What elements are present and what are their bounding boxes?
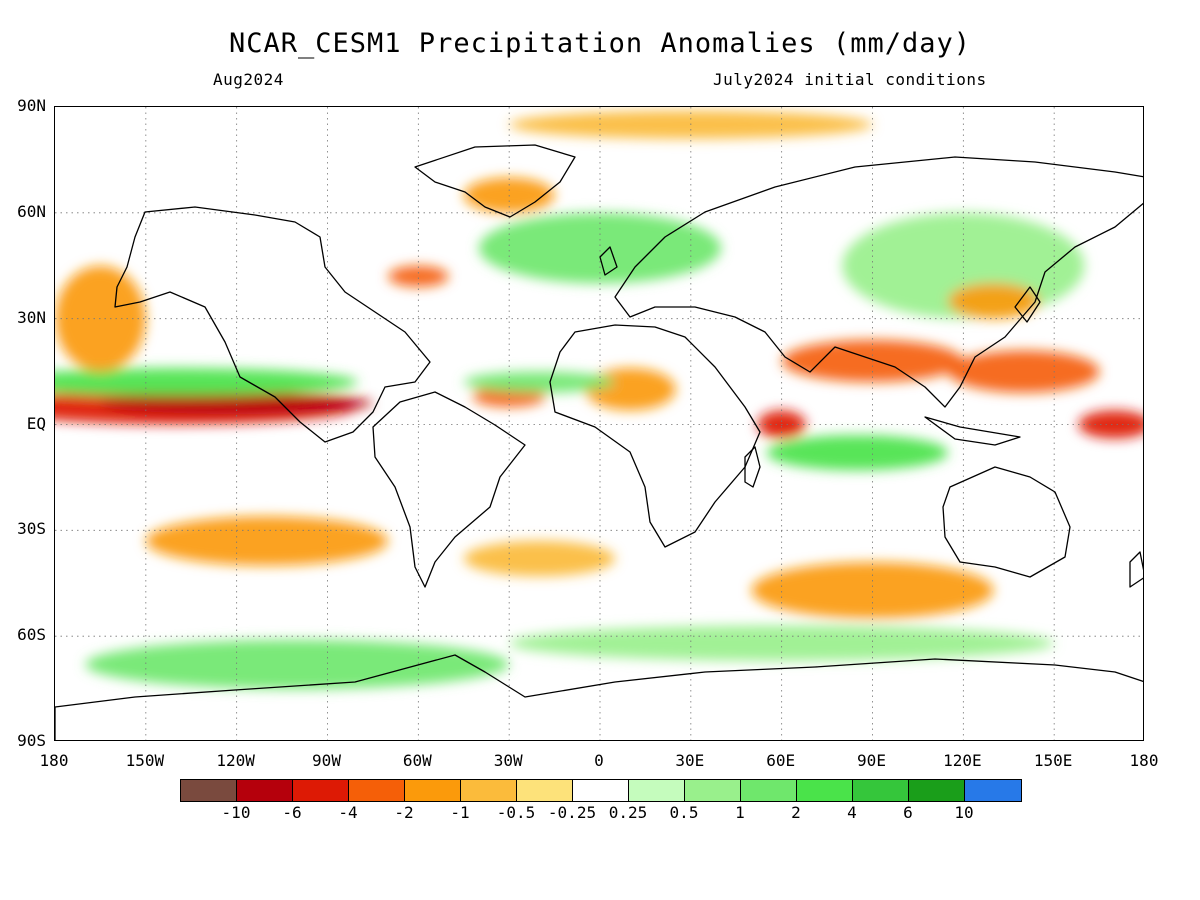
- anomaly-region: [751, 562, 994, 619]
- coastline-north-america: [114, 206, 431, 443]
- coastline-british-isles: [599, 246, 618, 276]
- colorbar-tick-label: 10: [954, 803, 974, 822]
- colorbar-swatch: [629, 780, 685, 801]
- longitude-label: 90W: [312, 751, 341, 770]
- longitude-label: 120E: [943, 751, 982, 770]
- colorbar-tick-label: 1: [735, 803, 745, 822]
- colorbar-swatch: [181, 780, 237, 801]
- anomaly-region: [1078, 410, 1143, 439]
- anomaly-region: [509, 625, 1055, 661]
- coastline-greenland: [414, 144, 576, 218]
- colorbar-swatch: [461, 780, 517, 801]
- longitude-label: 150E: [1033, 751, 1073, 770]
- colorbar-tick-label: -1: [450, 803, 470, 822]
- latitude-label: 30S: [17, 519, 46, 539]
- coastline-japan: [1014, 286, 1041, 323]
- colorbar-swatch: [797, 780, 853, 801]
- latitude-label: 90N: [17, 96, 46, 115]
- longitude-label: 60E: [766, 751, 796, 770]
- colorbar-swatch: [349, 780, 405, 801]
- colorbar-swatch: [741, 780, 797, 801]
- colorbar-tick-label: 4: [847, 803, 857, 822]
- anomaly-region: [55, 368, 358, 397]
- colorbar-swatch: [237, 780, 293, 801]
- colorbar: [180, 779, 1022, 802]
- colorbar-tick-label: -6: [282, 803, 302, 822]
- anomaly-region: [948, 350, 1100, 393]
- anomaly-region: [85, 639, 510, 690]
- coastline-indonesia: [924, 416, 1021, 446]
- page-title: NCAR_CESM1 Precipitation Anomalies (mm/d…: [229, 28, 971, 59]
- colorbar-tick-label: 0.25: [608, 803, 648, 822]
- colorbar-swatch: [685, 780, 741, 801]
- longitude-label: 180: [39, 751, 69, 770]
- anomaly-region: [766, 435, 949, 471]
- anomaly-region: [584, 368, 676, 411]
- anomaly-region: [478, 212, 722, 284]
- longitude-label: 60W: [402, 751, 432, 770]
- latitude-label: 60N: [17, 201, 46, 221]
- anomaly-region: [100, 392, 373, 414]
- longitude-label: 30E: [675, 751, 705, 770]
- colorbar-swatch: [293, 780, 349, 801]
- anomaly-region: [948, 283, 1040, 319]
- colorbar-swatch: [405, 780, 461, 801]
- coastline-madagascar: [744, 446, 761, 488]
- longitude-label: 90E: [857, 751, 886, 770]
- colorbar-tick-label: -10: [221, 803, 251, 822]
- colorbar-tick-label: -4: [338, 803, 358, 822]
- colorbar-tick-label: -0.5: [496, 803, 536, 822]
- longitude-label: 150W: [125, 751, 165, 770]
- longitude-label: 120W: [216, 751, 255, 770]
- coastline-new-zealand: [1129, 551, 1143, 588]
- colorbar-tick-label: -2: [394, 803, 414, 822]
- anomaly-fields: [55, 110, 1143, 690]
- colorbar-swatch: [517, 780, 573, 801]
- colorbar-swatch: [853, 780, 909, 801]
- colorbar-swatch: [573, 780, 629, 801]
- coastline-australia: [942, 466, 1071, 578]
- map-frame[interactable]: [54, 106, 1144, 741]
- precipitation-anomaly-map: [55, 107, 1143, 740]
- latitude-label: EQ: [26, 413, 46, 433]
- longitude-label: 30W: [493, 751, 523, 770]
- anomaly-region: [388, 265, 449, 287]
- coastline-south-america: [372, 391, 526, 588]
- latitude-label: 60S: [17, 625, 46, 645]
- colorbar-swatch: [909, 780, 965, 801]
- colorbar-tick-label: 2: [791, 803, 801, 822]
- coastlines: [55, 144, 1143, 740]
- latitude-label: 30N: [17, 307, 46, 327]
- colorbar-tick-label: -0.25: [547, 803, 597, 822]
- colorbar-swatch: [965, 780, 1021, 801]
- coastline-antarctica: [55, 654, 1143, 740]
- anomaly-region: [463, 540, 616, 577]
- anomaly-region: [463, 371, 616, 393]
- initial-conditions-label: July2024 initial conditions: [713, 70, 987, 89]
- anomaly-region: [145, 516, 389, 566]
- longitude-label: 180: [1129, 751, 1159, 770]
- colorbar-tick-label: 0.5: [669, 803, 699, 822]
- longitude-label: 0: [594, 751, 604, 770]
- latitude-label: 90S: [17, 731, 46, 750]
- forecast-month: Aug2024: [213, 70, 284, 89]
- coastline-africa: [549, 324, 761, 548]
- colorbar-tick-label: 6: [903, 803, 913, 822]
- coastline-eurasia: [614, 156, 1143, 408]
